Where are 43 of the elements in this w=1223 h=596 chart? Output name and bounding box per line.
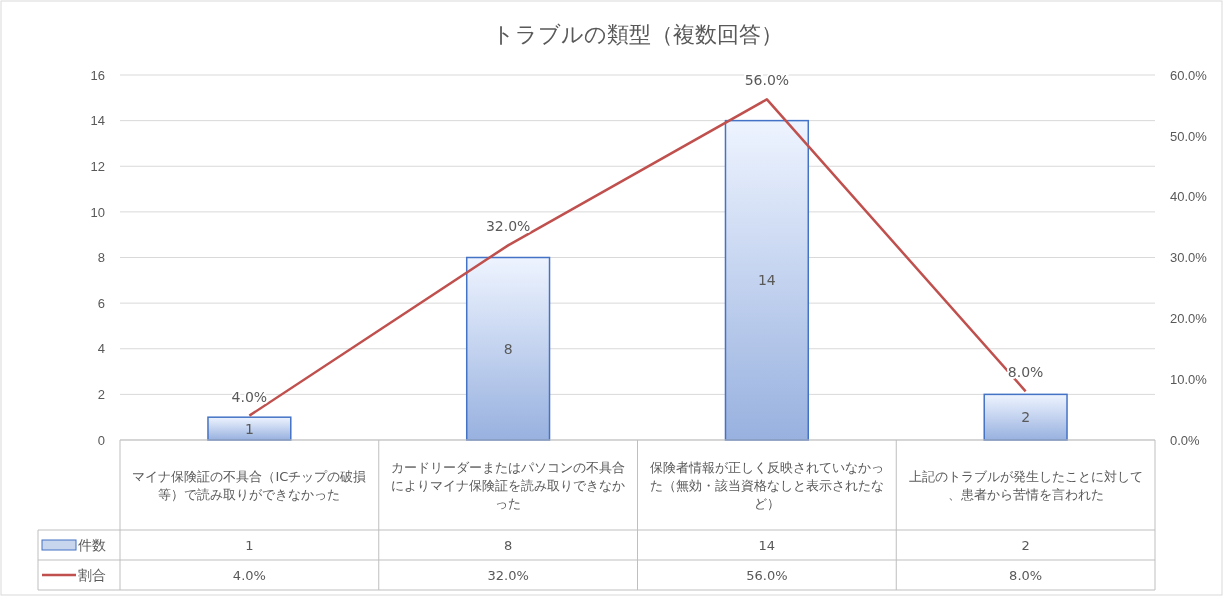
data-label: 2 [1021,538,1030,553]
bar [207,416,292,441]
y-tick-label: 8 [97,250,105,266]
y-tick-label: 12 [90,158,105,174]
x-tick-label: カードリーダーまたはパソコンの不具合によりマイナ保険証を読み取りできなかった [391,460,626,511]
y-tick-label: 6 [97,295,105,311]
data-label: 1 [245,538,254,553]
y-tick-label: 16 [90,67,105,83]
legend-label: 件数 [78,537,106,553]
text: 14 [757,272,776,289]
x-tick-label: マイナ保険証の不具合（ICチップの破損等）で読み取りができなかった [132,469,367,502]
text: 32.0% [485,218,531,235]
data-label: 8.0% [1009,568,1043,583]
text: 2 [1021,409,1031,426]
text: 4.0% [231,388,268,405]
y2-tick-label: 40.0% [1170,189,1208,205]
y2-tick-label: 30.0% [1170,250,1208,266]
x-tick-label: 上記のトラブルが発生したことに対して、患者から苦情を言われた [908,469,1143,502]
y-tick-label: 4 [97,341,105,357]
y-tick-label: 0 [97,432,105,448]
text: 8.0% [1007,364,1044,381]
x-tick-label: 保険者情報が正しく反映されていなかった（無効・該当資格なしと表示されたなど） [649,460,884,511]
data-label: 8 [503,538,513,553]
y-tick-label: 2 [97,387,105,403]
y2-tick-label: 60.0% [1170,67,1208,83]
bar [465,256,551,441]
y-tick-label: 14 [90,113,105,129]
text: 56.0% [744,72,790,89]
bar [983,393,1068,441]
data-label: 32.0% [487,568,529,583]
data-label: 4.0% [232,568,266,583]
data-label: 56.0% [746,568,788,583]
text: 1 [244,420,254,437]
bar [724,119,810,441]
data-label: 14 [758,538,776,553]
y2-tick-label: 20.0% [1170,310,1208,326]
y2-tick-label: 10.0% [1170,371,1208,387]
legend-label: 割合 [78,567,106,583]
text: 8 [503,340,513,357]
y2-tick-label: 0.0% [1170,432,1201,448]
chart-title: トラブルの類型（複数回答） [492,22,783,47]
y2-tick-label: 50.0% [1170,128,1208,144]
y-tick-label: 10 [90,204,105,220]
